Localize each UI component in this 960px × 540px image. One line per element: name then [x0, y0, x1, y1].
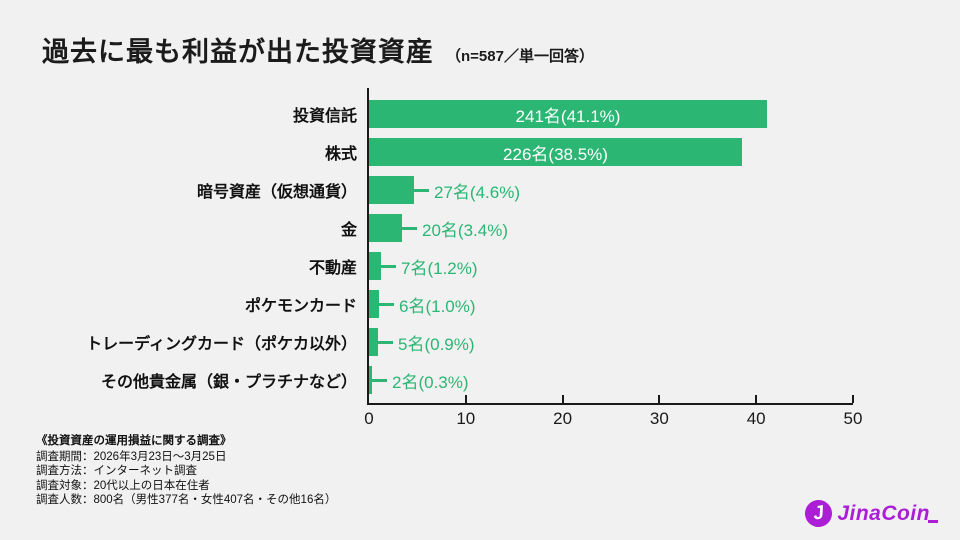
- bar-value-label: 2名(0.3%): [392, 372, 469, 392]
- x-axis-tick-label: 50: [843, 409, 863, 428]
- category-label: 株式: [324, 146, 357, 163]
- y-axis-line: [367, 88, 369, 405]
- data-bar: [369, 328, 378, 356]
- x-axis-tick: [464, 395, 467, 403]
- bar-zone: 20名(3.4%): [369, 214, 853, 242]
- bar-chart: 投資信託 241名(41.1%) 株式 226名(38.5%) 暗号資産（仮想通貨） 27…: [42, 88, 862, 431]
- category-label: ポケモンカード: [244, 298, 357, 315]
- x-axis-tick-labels: 0 10 20 30 40 50: [364, 405, 862, 431]
- chart-rows: 投資信託 241名(41.1%) 株式 226名(38.5%) 暗号資産（仮想通貨） 27…: [42, 95, 853, 399]
- bar-zone: 6名(1.0%): [369, 290, 853, 318]
- bar-value-label: 5名(0.9%): [398, 334, 475, 354]
- jinacoin-logo-text: JinaCoin: [837, 502, 938, 526]
- bar-zone: 226名(38.5%): [369, 138, 853, 166]
- bar-value-label: 27名(4.6%): [434, 182, 520, 202]
- chart-row: 暗号資産（仮想通貨） 27名(4.6%): [42, 171, 853, 209]
- survey-notes: 《投資資産の運用損益に関する調査》 調査期間：2026年3月23日〜3月25日 …: [36, 434, 336, 508]
- survey-respondents: 調査人数：800名（男性377名・女性407名・その他16名）: [36, 494, 337, 506]
- leader-line: [372, 378, 387, 382]
- bar-zone: 241名(41.1%): [369, 100, 853, 128]
- chart-row: その他貴金属（銀・プラチナなど） 2名(0.3%): [42, 361, 853, 399]
- sample-size-note: （n=587／単一回答）: [446, 48, 594, 65]
- x-axis-tick-label: 40: [746, 409, 766, 428]
- leader-line: [402, 226, 417, 230]
- data-bar: 226名(38.5%): [369, 138, 742, 166]
- x-axis-tick: [852, 395, 854, 403]
- bar-value-label: 7名(1.2%): [401, 258, 478, 278]
- chart-row: 不動産 7名(1.2%): [42, 247, 853, 285]
- data-bar: 241名(41.1%): [369, 100, 767, 128]
- data-bar: [369, 252, 381, 280]
- bar-value-label: 6名(1.0%): [399, 296, 476, 316]
- bar-value-label: 20名(3.4%): [422, 220, 508, 240]
- chart-row: トレーディングカード（ポケカ以外） 5名(0.9%): [42, 323, 853, 361]
- x-axis-tick-label: 20: [553, 409, 573, 428]
- jinacoin-coin-icon: J: [803, 498, 835, 529]
- bar-zone: 2名(0.3%): [369, 366, 853, 394]
- survey-notes-title: 《投資資産の運用損益に関する調査》: [36, 435, 232, 447]
- x-axis-line: [367, 403, 853, 405]
- page-title: 過去に最も利益が出た投資資産: [42, 37, 434, 67]
- leader-line: [414, 188, 429, 192]
- category-label: その他貴金属（銀・プラチナなど）: [100, 374, 357, 391]
- bar-zone: 7名(1.2%): [369, 252, 853, 280]
- data-bar: [369, 366, 372, 394]
- survey-target: 調査対象：20代以上の日本在住者: [36, 479, 210, 492]
- leader-line: [381, 264, 396, 268]
- x-axis-tick: [561, 395, 564, 403]
- bar-zone: 5名(0.9%): [369, 328, 853, 356]
- x-axis-tick-label: 10: [456, 409, 476, 428]
- chart-row: ポケモンカード 6名(1.0%): [42, 285, 853, 323]
- x-axis-tick: [755, 395, 758, 403]
- jinacoin-logo: J JinaCoin: [803, 498, 938, 529]
- title-block: 過去に最も利益が出た投資資産 （n=587／単一回答）: [42, 30, 594, 69]
- x-axis-tick: [658, 395, 661, 403]
- jinacoin-icon-letter: J: [812, 502, 826, 525]
- data-bar: [369, 176, 414, 204]
- chart-plot: 投資信託 241名(41.1%) 株式 226名(38.5%) 暗号資産（仮想通貨） 27…: [42, 88, 854, 405]
- data-bar: [369, 290, 379, 318]
- x-axis-tick-label: 0: [364, 409, 374, 428]
- leader-line: [379, 302, 394, 306]
- leader-line: [378, 340, 393, 344]
- category-label: 不動産: [308, 260, 357, 277]
- bar-value-label: 241名(41.1%): [515, 106, 621, 126]
- bar-zone: 27名(4.6%): [369, 176, 853, 204]
- survey-method: 調査方法：インターネット調査: [36, 465, 197, 477]
- data-bar: [369, 214, 402, 242]
- chart-row: 投資信託 241名(41.1%): [42, 95, 853, 133]
- chart-row: 株式 226名(38.5%): [42, 133, 853, 171]
- x-axis-tick-label: 30: [649, 409, 669, 428]
- bar-value-label: 226名(38.5%): [503, 144, 608, 164]
- category-label: 投資信託: [292, 108, 357, 125]
- category-label: 金: [340, 222, 357, 239]
- category-label: トレーディングカード（ポケカ以外）: [86, 336, 357, 353]
- survey-period: 調査期間：2026年3月23日〜3月25日: [36, 450, 227, 463]
- chart-row: 金 20名(3.4%): [42, 209, 853, 247]
- category-label: 暗号資産（仮想通貨）: [196, 184, 357, 201]
